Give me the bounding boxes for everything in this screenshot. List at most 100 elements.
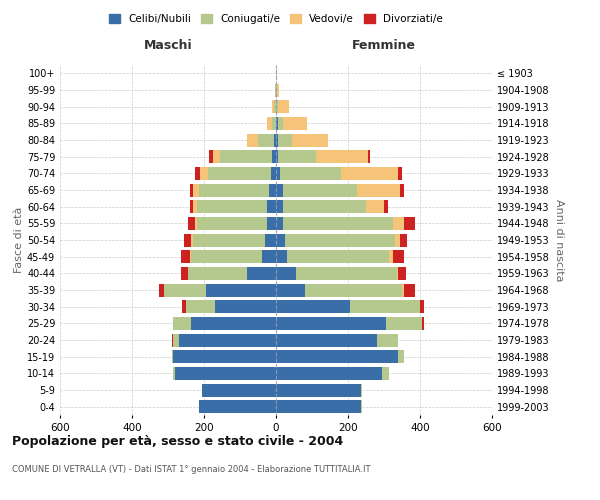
- Bar: [247, 134, 258, 146]
- Legend: Celibi/Nubili, Coniugati/e, Vedovi/e, Divorziati/e: Celibi/Nubili, Coniugati/e, Vedovi/e, Di…: [105, 10, 447, 29]
- Bar: [271, 167, 276, 180]
- Bar: [188, 217, 195, 230]
- Bar: [179, 334, 276, 346]
- Bar: [182, 300, 186, 313]
- Bar: [384, 200, 388, 213]
- Bar: [247, 267, 276, 280]
- Bar: [276, 167, 280, 180]
- Bar: [276, 217, 283, 230]
- Bar: [181, 250, 190, 263]
- Bar: [397, 267, 398, 280]
- Bar: [404, 284, 415, 296]
- Bar: [274, 134, 276, 146]
- Text: Maschi: Maschi: [143, 38, 193, 52]
- Bar: [276, 267, 296, 280]
- Bar: [191, 234, 193, 246]
- Bar: [278, 117, 283, 130]
- Bar: [193, 200, 197, 213]
- Bar: [292, 134, 328, 146]
- Bar: [186, 300, 215, 313]
- Bar: [197, 217, 267, 230]
- Y-axis label: Fasce di età: Fasce di età: [14, 207, 24, 273]
- Bar: [278, 100, 289, 113]
- Bar: [191, 250, 262, 263]
- Bar: [276, 150, 278, 163]
- Bar: [190, 250, 191, 263]
- Bar: [404, 217, 415, 230]
- Bar: [276, 284, 305, 296]
- Bar: [276, 67, 277, 80]
- Bar: [272, 150, 276, 163]
- Bar: [220, 150, 272, 163]
- Bar: [191, 317, 276, 330]
- Bar: [357, 184, 400, 196]
- Bar: [213, 150, 220, 163]
- Bar: [361, 384, 362, 396]
- Bar: [267, 217, 276, 230]
- Bar: [276, 317, 386, 330]
- Bar: [276, 400, 361, 413]
- Bar: [276, 184, 283, 196]
- Bar: [175, 367, 276, 380]
- Bar: [395, 234, 400, 246]
- Bar: [276, 117, 278, 130]
- Bar: [206, 284, 276, 296]
- Bar: [276, 84, 277, 96]
- Bar: [202, 384, 276, 396]
- Bar: [267, 200, 276, 213]
- Bar: [361, 400, 362, 413]
- Bar: [398, 167, 402, 180]
- Bar: [265, 234, 276, 246]
- Bar: [172, 334, 173, 346]
- Bar: [276, 134, 278, 146]
- Bar: [276, 250, 287, 263]
- Bar: [209, 150, 213, 163]
- Bar: [173, 367, 175, 380]
- Bar: [276, 367, 382, 380]
- Bar: [276, 334, 377, 346]
- Bar: [269, 184, 276, 196]
- Bar: [195, 217, 197, 230]
- Bar: [422, 317, 424, 330]
- Bar: [193, 184, 199, 196]
- Bar: [276, 350, 398, 363]
- Bar: [200, 167, 208, 180]
- Bar: [208, 167, 271, 180]
- Bar: [173, 317, 191, 330]
- Bar: [215, 300, 276, 313]
- Bar: [420, 300, 424, 313]
- Bar: [276, 100, 278, 113]
- Bar: [276, 200, 283, 213]
- Bar: [184, 234, 191, 246]
- Bar: [276, 234, 285, 246]
- Bar: [267, 117, 272, 130]
- Bar: [275, 84, 276, 96]
- Bar: [258, 134, 274, 146]
- Bar: [400, 234, 407, 246]
- Bar: [272, 100, 274, 113]
- Bar: [278, 134, 292, 146]
- Bar: [262, 250, 276, 263]
- Text: Popolazione per età, sesso e stato civile - 2004: Popolazione per età, sesso e stato civil…: [12, 435, 343, 448]
- Bar: [305, 284, 402, 296]
- Text: Femmine: Femmine: [352, 38, 416, 52]
- Bar: [316, 150, 368, 163]
- Bar: [283, 117, 307, 130]
- Bar: [283, 200, 366, 213]
- Bar: [199, 400, 276, 413]
- Bar: [398, 267, 406, 280]
- Bar: [389, 250, 393, 263]
- Bar: [341, 167, 398, 180]
- Bar: [287, 250, 389, 263]
- Bar: [296, 267, 397, 280]
- Bar: [272, 117, 276, 130]
- Bar: [377, 334, 398, 346]
- Bar: [164, 284, 206, 296]
- Bar: [280, 167, 341, 180]
- Bar: [277, 84, 278, 96]
- Bar: [278, 150, 316, 163]
- Bar: [276, 384, 361, 396]
- Bar: [159, 284, 164, 296]
- Bar: [190, 200, 193, 213]
- Bar: [274, 100, 276, 113]
